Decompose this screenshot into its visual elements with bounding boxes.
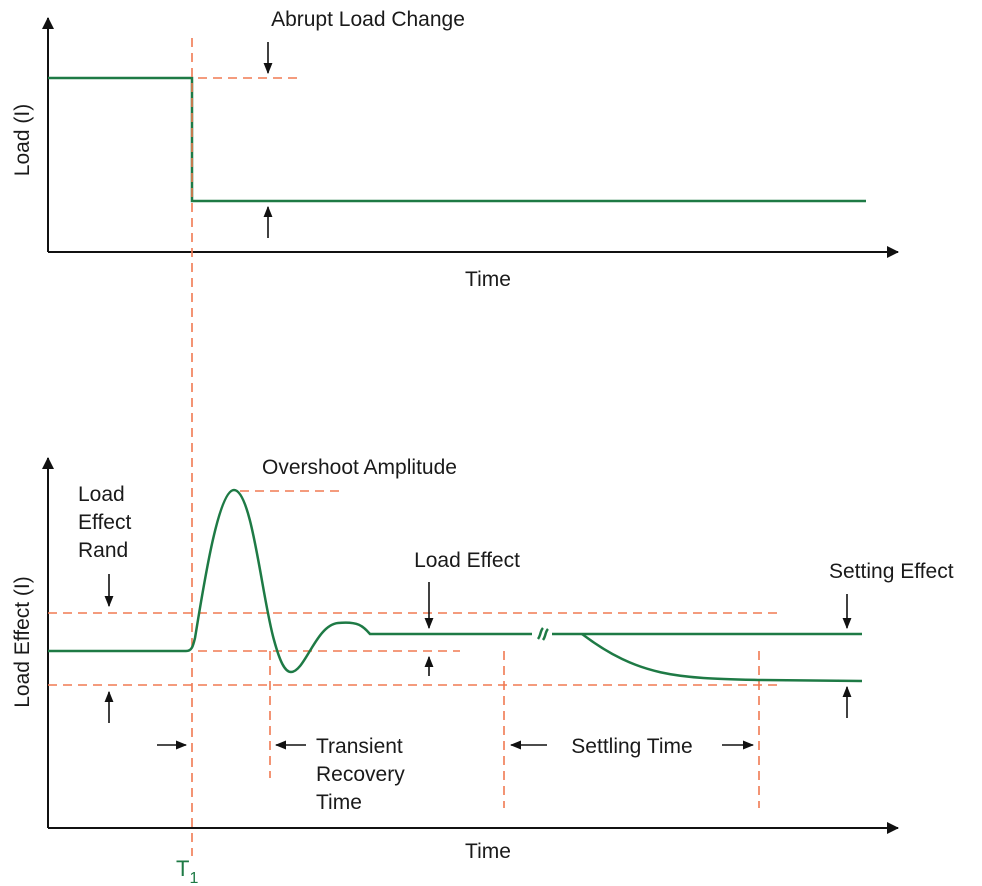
bottom-plot: Load Effect (I) Time Load Effect Rand Ov… (11, 456, 954, 863)
settling-time-label: Settling Time (571, 735, 692, 758)
bottom-x-axis-label: Time (465, 840, 511, 863)
load-step-signal (48, 76, 866, 203)
load-effect-label: Load Effect (414, 549, 520, 572)
transient-recovery-time-label: Transient Recovery Time (316, 735, 411, 814)
transient-label-line-1: Transient (316, 735, 403, 758)
band-label-line-3: Rand (78, 539, 128, 562)
overshoot-amplitude-label: Overshoot Amplitude (262, 456, 457, 479)
band-label-line-1: Load (78, 483, 125, 506)
load-effect-response-signal (48, 488, 532, 674)
t1-main-text: T (176, 856, 189, 881)
bottom-y-axis-label: Load Effect (I) (11, 576, 34, 708)
transient-label-line-3: Time (316, 791, 362, 814)
top-y-axis-label: Load (I) (11, 104, 34, 176)
transient-label-line-2: Recovery (316, 763, 405, 786)
top-x-axis-label: Time (465, 268, 511, 291)
t1-marker-label: T1 (176, 856, 198, 886)
t1-subscript: 1 (189, 870, 198, 886)
abrupt-load-change-label: Abrupt Load Change (271, 8, 465, 31)
setting-effect-label: Setting Effect (829, 560, 954, 583)
axis-break-icon (536, 627, 549, 641)
top-plot: Load (I) Time Abrupt Load Change (11, 8, 899, 291)
setting-effect-curve (581, 633, 863, 683)
load-effect-band-label: Load Effect Rand (78, 483, 137, 562)
band-label-line-2: Effect (78, 511, 131, 534)
